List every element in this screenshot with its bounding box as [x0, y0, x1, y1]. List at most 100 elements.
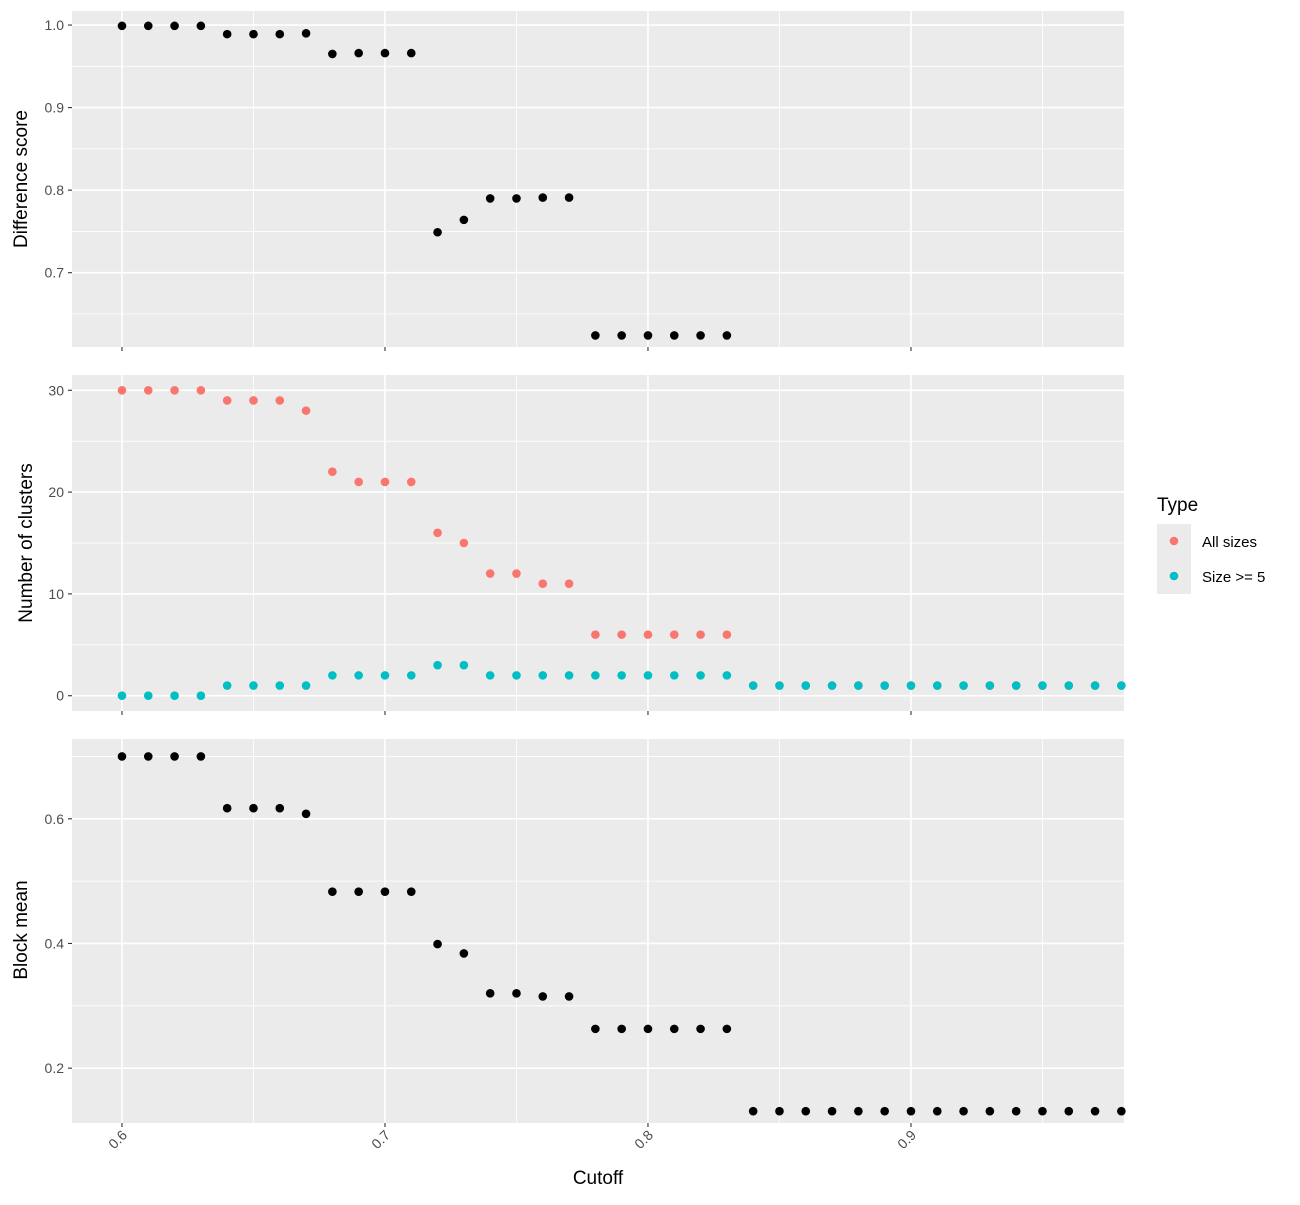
data-point-all-sizes: [275, 396, 285, 405]
data-point-size-5: [170, 691, 179, 701]
data-point-all-sizes: [722, 630, 732, 639]
data-point-block-mean: [959, 1106, 968, 1116]
data-point-block-mean: [380, 887, 390, 897]
data-point-difference-score: [591, 331, 600, 340]
block-mean-axis-title: Block mean: [11, 880, 32, 979]
data-point-size-5: [775, 681, 784, 690]
data-point-block-mean: [827, 1106, 837, 1116]
y-tick-label: 20: [48, 484, 64, 500]
data-point-difference-score: [512, 194, 521, 203]
data-point-size-5: [143, 691, 153, 701]
data-point-size-5: [591, 671, 600, 680]
data-point-block-mean: [459, 949, 469, 958]
data-point-all-sizes: [669, 630, 679, 639]
data-point-size-5: [696, 671, 705, 680]
data-point-all-sizes: [222, 396, 232, 405]
data-point-size-5: [669, 671, 679, 680]
data-point-block-mean: [354, 887, 363, 897]
data-point-block-mean: [512, 989, 521, 998]
data-point-all-sizes: [538, 579, 548, 589]
data-point-all-sizes: [380, 477, 390, 487]
number-of-clusters-axis-title: Number of clusters: [16, 463, 37, 622]
difference-score-panel-background: [72, 11, 1124, 347]
cutoff-axis-title: Cutoff: [573, 1168, 624, 1189]
data-point-block-mean: [1038, 1106, 1047, 1116]
x-tick-label: 0.9: [894, 1127, 919, 1152]
data-point-difference-score: [696, 331, 705, 340]
data-point-all-sizes: [433, 528, 442, 538]
data-point-block-mean: [1090, 1106, 1100, 1116]
data-point-size-5: [959, 681, 968, 690]
data-point-difference-score: [301, 28, 311, 38]
data-point-block-mean: [906, 1106, 916, 1116]
data-point-size-5: [1064, 681, 1074, 690]
data-point-all-sizes: [617, 630, 626, 639]
data-point-all-sizes: [328, 467, 337, 477]
data-point-difference-score: [249, 29, 258, 39]
data-point-block-mean: [1011, 1106, 1021, 1116]
data-point-block-mean: [196, 752, 206, 761]
data-point-size-5: [459, 660, 469, 670]
data-point-block-mean: [722, 1024, 732, 1034]
y-tick-label: 30: [48, 382, 64, 398]
data-point-size-5: [433, 660, 442, 670]
data-point-block-mean: [222, 803, 232, 813]
y-tick-label: 0: [56, 688, 64, 704]
data-point-block-mean: [591, 1024, 600, 1034]
data-point-size-5: [854, 681, 863, 690]
data-point-all-sizes: [301, 406, 311, 415]
data-point-difference-score: [538, 193, 548, 202]
data-point-size-5: [1090, 681, 1100, 690]
legend-key-size-ge-5: [1169, 571, 1179, 581]
data-point-all-sizes: [196, 385, 206, 395]
data-point-difference-score: [196, 21, 206, 31]
data-point-block-mean: [880, 1106, 889, 1116]
data-point-size-5: [880, 681, 889, 690]
data-point-size-5: [485, 671, 495, 680]
data-point-size-5: [722, 671, 732, 680]
block-mean-panel-background: [72, 739, 1124, 1123]
data-point-difference-score: [485, 194, 495, 203]
data-point-difference-score: [143, 21, 153, 31]
data-point-difference-score: [722, 331, 732, 340]
legend: Type All sizes Size >= 5: [1157, 495, 1265, 594]
data-point-difference-score: [275, 29, 285, 39]
data-point-all-sizes: [512, 569, 521, 578]
y-tick-label: 10: [48, 586, 64, 602]
data-point-size-5: [564, 671, 574, 680]
data-point-block-mean: [775, 1106, 784, 1116]
data-point-size-5: [249, 681, 258, 690]
data-point-block-mean: [538, 992, 548, 1001]
data-point-block-mean: [617, 1024, 626, 1034]
data-point-size-5: [801, 681, 811, 690]
data-point-all-sizes: [170, 385, 179, 395]
data-point-size-5: [617, 671, 626, 680]
data-point-size-5: [827, 681, 837, 690]
y-tick-label: 0.8: [45, 182, 65, 198]
data-point-block-mean: [854, 1106, 863, 1116]
data-point-size-5: [906, 681, 916, 690]
data-point-difference-score: [222, 29, 232, 39]
data-point-difference-score: [459, 215, 469, 225]
data-point-difference-score: [643, 331, 653, 340]
data-point-block-mean: [801, 1106, 811, 1116]
data-point-size-5: [512, 671, 521, 680]
legend-label-size-ge-5: Size >= 5: [1202, 569, 1265, 586]
legend-key-all-sizes: [1169, 536, 1179, 546]
x-tick-label: 0.8: [631, 1127, 656, 1152]
x-tick-label: 0.6: [105, 1127, 130, 1152]
data-point-all-sizes: [696, 630, 705, 639]
difference-score-panel: 0.7 0.8 0.9 1.0: [45, 11, 1124, 351]
data-point-difference-score: [354, 48, 363, 58]
data-point-size-5: [1117, 681, 1126, 690]
legend-key-background: [1157, 524, 1191, 594]
data-point-all-sizes: [643, 630, 653, 639]
data-point-difference-score: [170, 21, 179, 31]
data-point-size-5: [406, 671, 416, 680]
data-point-size-5: [380, 671, 390, 680]
data-point-all-sizes: [406, 477, 416, 487]
data-point-size-5: [196, 691, 206, 701]
data-point-all-sizes: [354, 477, 363, 487]
